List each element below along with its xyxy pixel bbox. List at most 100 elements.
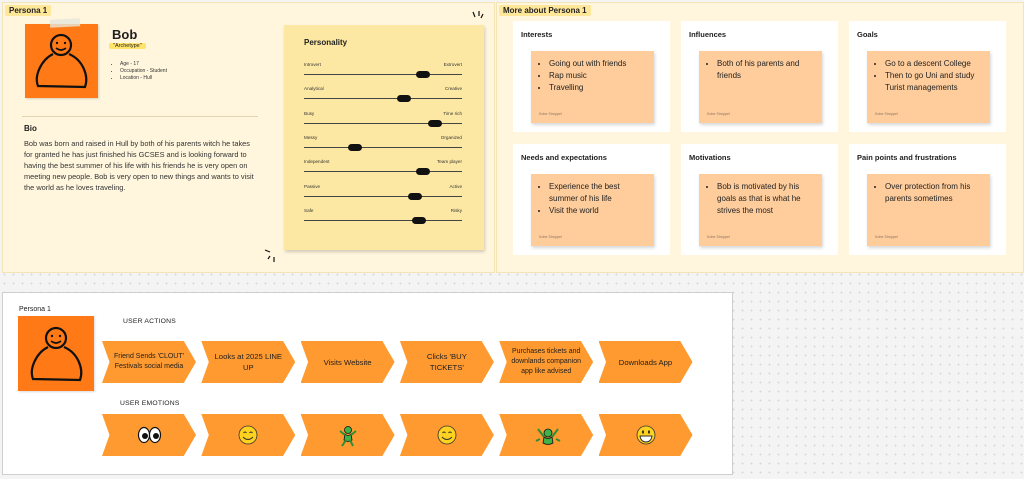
trait-slider[interactable]: Passive Active	[304, 184, 462, 208]
info-list-item: Bob is motivated by his goals as that is…	[717, 181, 816, 217]
trait-slider[interactable]: Analytical Creative	[304, 86, 462, 110]
tape-strip	[49, 18, 81, 28]
trait-track	[304, 74, 462, 75]
user-actions-label: USER ACTIONS	[123, 318, 177, 325]
trait-right-label: Active	[449, 183, 462, 189]
action-step[interactable]: Purchases tickets and downlands companio…	[499, 341, 594, 383]
info-list: Experience the best summer of his lifeVi…	[549, 181, 648, 217]
trait-knob[interactable]	[407, 192, 422, 200]
trait-slider[interactable]: Busy Time rich	[304, 111, 462, 135]
emotion-step[interactable]	[399, 414, 494, 456]
trait-knob[interactable]	[396, 95, 411, 103]
trait-track	[304, 122, 462, 124]
persona-name: Bob	[112, 27, 138, 42]
user-emotions-label: USER EMOTIONS	[120, 400, 180, 407]
action-step[interactable]: Visits Website	[300, 341, 395, 383]
info-list-item: Visit the world	[549, 205, 648, 217]
sticky-author: Kobe Stroppel	[707, 235, 730, 239]
persona-facts: Age - 17 Occupation - Student Location -…	[112, 61, 167, 82]
sticky-author: Kobe Stroppel	[539, 235, 562, 239]
trait-track	[304, 195, 462, 197]
sticky-note[interactable]: Bob is motivated by his goals as that is…	[699, 174, 822, 246]
trait-knob[interactable]	[347, 143, 362, 151]
trait-right-label: Extrovert	[443, 62, 462, 67]
info-card[interactable]: Goals Go to a descent CollegeThen to go U…	[849, 21, 1006, 132]
doodle-sparkle-bottom	[264, 249, 275, 262]
action-step-label: Looks at 2025 LINE UP	[214, 352, 283, 372]
info-list-item: Experience the best summer of his life	[549, 181, 648, 205]
action-step-label: Clicks 'BUY TICKETS'	[426, 352, 467, 372]
persona-avatar	[25, 24, 98, 98]
persona-figure-icon	[35, 33, 88, 89]
info-list-item: Both of his parents and friends	[717, 58, 816, 82]
trait-left-label: Safe	[304, 207, 314, 213]
sticky-note[interactable]: Experience the best summer of his lifeVi…	[531, 174, 654, 246]
action-step-label: Friend Sends 'CLOUT' Festivals social me…	[114, 353, 184, 370]
smile-icon	[238, 425, 258, 445]
more-about-section-label[interactable]: More about Persona 1	[499, 5, 591, 16]
action-step[interactable]: Friend Sends 'CLOUT' Festivals social me…	[102, 341, 196, 383]
info-card[interactable]: Influences Both of his parents and friend…	[681, 21, 838, 132]
info-card-title: Goals	[857, 30, 878, 39]
trait-right-label: Organized	[440, 134, 462, 140]
trait-slider[interactable]: Introvert Extrovert	[304, 62, 462, 86]
info-card[interactable]: Interests Going out with friendsRap music…	[513, 21, 670, 132]
fact-age: Age - 17	[120, 61, 167, 68]
info-list: Going out with friendsRap musicTravellin…	[549, 58, 648, 94]
action-step-label: Visits Website	[323, 357, 372, 367]
action-step[interactable]: Looks at 2025 LINE UP	[201, 341, 296, 383]
sticky-note[interactable]: Over protection from his parents sometim…	[867, 174, 990, 246]
info-card[interactable]: Needs and expectations Experience the bes…	[513, 144, 670, 255]
emotion-step[interactable]	[499, 414, 594, 456]
journey-persona-label: Persona 1	[19, 306, 51, 313]
info-list-item: Going out with friends	[549, 58, 648, 70]
trait-slider[interactable]: Independent Team player	[304, 159, 462, 183]
info-card[interactable]: Pain points and frustrations Over protect…	[849, 144, 1006, 255]
journey-avatar	[18, 316, 94, 391]
trait-track	[304, 171, 462, 173]
action-step[interactable]: Downloads App	[598, 341, 693, 383]
trait-right-label: Time rich	[443, 110, 462, 116]
trait-left-label: Busy	[304, 110, 315, 116]
celebrate-icon	[535, 428, 561, 445]
trait-left-label: Independent	[304, 159, 330, 165]
sticky-note[interactable]: Going out with friendsRap musicTravellin…	[531, 51, 654, 123]
personality-card[interactable]: Personality Introvert Extrovert Analytical…	[284, 25, 484, 250]
emotion-step[interactable]	[201, 414, 296, 456]
info-list: Go to a descent CollegeThen to go Uni an…	[885, 58, 984, 94]
sticky-author: Kobe Stroppel	[875, 235, 898, 239]
emotion-step[interactable]	[102, 414, 196, 456]
info-list-item: Over protection from his parents sometim…	[885, 181, 984, 205]
action-step-label: Purchases tickets and downlands companio…	[511, 348, 582, 375]
info-list-item: Then to go Uni and study Turist manageme…	[885, 70, 984, 94]
info-list-item: Rap music	[549, 70, 648, 82]
action-step[interactable]: Clicks 'BUY TICKETS'	[399, 341, 494, 383]
trait-left-label: Introvert	[304, 62, 321, 67]
sticky-note[interactable]: Go to a descent CollegeThen to go Uni an…	[867, 51, 990, 123]
info-card[interactable]: Motivations Bob is motivated by his goals…	[681, 144, 838, 255]
info-card-title: Influences	[689, 30, 727, 39]
personality-title: Personality	[304, 38, 348, 47]
trait-left-label: Passive	[304, 183, 321, 189]
trait-slider[interactable]: Messy Organized	[304, 135, 462, 159]
trait-left-label: Analytical	[304, 86, 324, 92]
bio-text: Bob was born and raised in Hull by both …	[24, 139, 254, 192]
persona-section-label[interactable]: Persona 1	[5, 5, 52, 16]
sticky-author: Kobe Stroppel	[707, 112, 730, 116]
info-list: Both of his parents and friends	[717, 58, 816, 82]
trait-knob[interactable]	[412, 216, 427, 224]
info-card-title: Interests	[521, 30, 553, 39]
info-list: Bob is motivated by his goals as that is…	[717, 181, 816, 217]
sticky-note[interactable]: Both of his parents and friends Kobe Stro…	[699, 51, 822, 123]
emotion-step[interactable]	[300, 414, 395, 456]
fact-location: Location - Hull	[120, 75, 167, 82]
emotion-step[interactable]	[598, 414, 693, 456]
doodle-sparkle-top	[472, 11, 484, 19]
trait-knob[interactable]	[415, 168, 430, 176]
grin-icon	[636, 425, 655, 445]
trait-knob[interactable]	[415, 71, 430, 78]
trait-knob[interactable]	[428, 119, 443, 127]
persona-figure-icon	[30, 326, 83, 382]
sticky-author: Kobe Stroppel	[539, 112, 562, 116]
trait-slider[interactable]: Safe Risky	[304, 208, 462, 232]
